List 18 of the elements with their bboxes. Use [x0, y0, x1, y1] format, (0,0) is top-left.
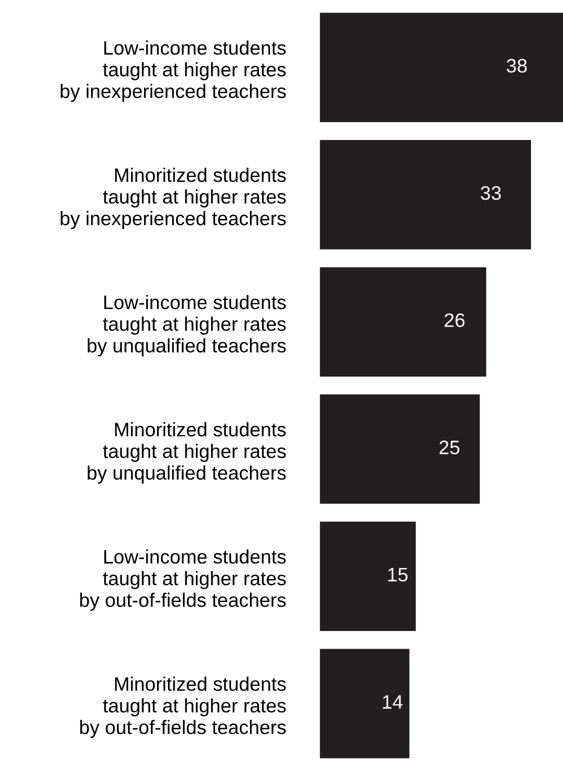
data-label: 15: [388, 568, 408, 582]
bar: [320, 394, 480, 504]
y-tick-label: Minoritized students taught at higher rates by inexperienced teachers: [60, 168, 286, 230]
data-label: 26: [444, 313, 465, 328]
bar: [320, 522, 416, 632]
bar: [320, 267, 486, 377]
bar: [320, 12, 563, 122]
y-tick-label: Low-income students taught at higher rates by unqualified teachers: [88, 294, 286, 356]
data-label: 38: [506, 58, 527, 73]
bar: [320, 648, 410, 758]
y-tick-label: Low-income students taught at higher rates by out-of-fields teachers: [80, 549, 286, 611]
data-label: 25: [440, 440, 460, 454]
bar: [320, 140, 531, 250]
data-label: 14: [383, 695, 403, 709]
y-tick-label: Minoritized students taught at higher rates by out-of-fields teachers: [80, 676, 286, 738]
y-tick-label: Low-income students taught at higher rates by inexperienced teachers: [60, 40, 286, 102]
y-tick-label: Minoritized students taught at higher rates by unqualified teachers: [88, 422, 286, 484]
data-label: 33: [480, 186, 501, 200]
